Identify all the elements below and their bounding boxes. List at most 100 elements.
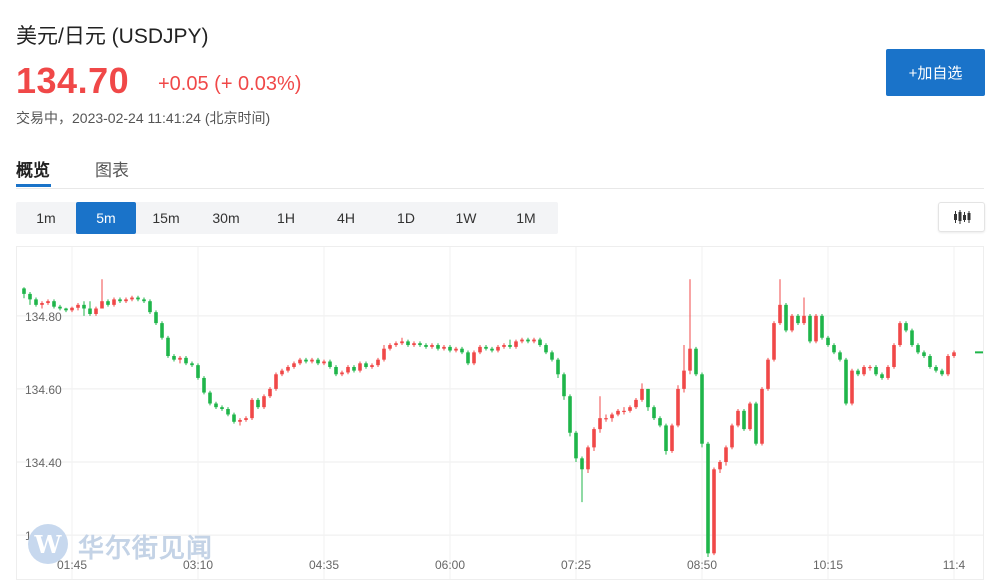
candle-body: [256, 399, 260, 408]
interval-1mo[interactable]: 1M: [516, 210, 536, 226]
candle-body: [334, 366, 338, 375]
candle: [76, 303, 80, 311]
candle-body: [208, 392, 212, 404]
add-watchlist-button[interactable]: +加自选: [886, 49, 985, 96]
interval-1m[interactable]: 1m: [36, 210, 56, 226]
candle: [280, 368, 284, 377]
candle-body: [946, 356, 950, 375]
candle: [484, 345, 488, 351]
candle: [718, 460, 722, 473]
candle: [382, 345, 386, 362]
candle-body: [352, 366, 356, 371]
candle-body: [40, 303, 44, 305]
candle: [154, 310, 158, 325]
candle-body: [52, 301, 56, 307]
interval-15m[interactable]: 15m: [152, 210, 180, 226]
candle: [490, 346, 494, 353]
candle-body: [430, 345, 434, 347]
candle-body: [406, 341, 410, 346]
candle-body: [634, 399, 638, 408]
candle-body: [514, 341, 518, 347]
candle: [688, 279, 692, 375]
chart-type-button[interactable]: [938, 202, 985, 232]
candle: [712, 467, 716, 556]
candle: [238, 418, 242, 426]
candle-body: [778, 304, 782, 324]
candle: [784, 303, 788, 333]
candle: [652, 405, 656, 420]
price-chart[interactable]: 134.80134.60134.40134.2001:4503:1004:350…: [16, 246, 984, 580]
candle: [304, 357, 308, 364]
candlestick-chart: 134.80134.60134.40134.2001:4503:1004:350…: [17, 247, 983, 579]
interval-5m[interactable]: 5m: [76, 202, 136, 234]
candle: [496, 345, 500, 353]
candle-body: [940, 370, 944, 375]
candle: [886, 365, 890, 380]
candle-body: [28, 293, 32, 300]
candle-body: [850, 370, 854, 404]
candle: [190, 361, 194, 367]
candle-body: [478, 346, 482, 353]
y-tick-label: 134.60: [25, 383, 62, 397]
candle-body: [196, 365, 200, 378]
candle-body: [442, 346, 446, 349]
candle-body: [82, 304, 86, 309]
candle-body: [88, 308, 92, 314]
candle-body: [592, 429, 596, 448]
candle: [928, 354, 932, 369]
candle-body: [340, 372, 344, 375]
x-tick-label: 07:25: [561, 558, 591, 572]
candle: [268, 387, 272, 399]
candle: [322, 359, 326, 366]
candle-body: [358, 363, 362, 371]
candle-body: [760, 388, 764, 444]
candle-body: [700, 374, 704, 444]
candle-body: [748, 403, 752, 430]
candle-body: [910, 330, 914, 346]
candle: [412, 341, 416, 347]
candle-body: [166, 337, 170, 357]
candle-body: [934, 366, 938, 371]
candle-body: [304, 359, 308, 362]
candle-body: [922, 352, 926, 357]
candle: [766, 357, 770, 391]
candle: [466, 350, 470, 366]
candle: [742, 409, 746, 431]
candle: [244, 416, 248, 422]
candle-body: [226, 409, 230, 415]
candle-body: [250, 399, 254, 419]
candle: [700, 372, 704, 448]
candle-body: [580, 458, 584, 470]
candle-body: [328, 361, 332, 367]
tab-overview[interactable]: 概览: [16, 161, 50, 180]
interval-1h[interactable]: 1H: [277, 210, 295, 226]
candle-body: [370, 365, 374, 367]
candle: [796, 313, 800, 325]
interval-30m[interactable]: 30m: [212, 210, 240, 226]
candle-body: [148, 301, 152, 313]
candle: [592, 427, 596, 452]
candle-body: [496, 346, 500, 351]
candle: [550, 350, 554, 362]
x-tick-label: 01:45: [57, 558, 87, 572]
candle: [478, 345, 482, 355]
candle: [430, 343, 434, 349]
interval-1w[interactable]: 1W: [455, 210, 477, 226]
tab-chart[interactable]: 图表: [95, 161, 129, 180]
x-tick-label: 06:00: [435, 558, 465, 572]
candle-body: [670, 425, 674, 452]
candle: [916, 343, 920, 355]
candle: [424, 343, 428, 349]
candle-body: [112, 299, 116, 305]
interval-1d[interactable]: 1D: [397, 210, 415, 226]
candle: [220, 405, 224, 411]
candle-body: [562, 374, 566, 397]
active-tab-indicator: [16, 184, 51, 187]
candle-body: [736, 410, 740, 426]
candle: [514, 339, 518, 349]
candle-body: [490, 348, 494, 351]
candle: [298, 357, 302, 366]
candle: [880, 372, 884, 380]
interval-4h[interactable]: 4H: [337, 210, 355, 226]
candle: [586, 445, 590, 473]
